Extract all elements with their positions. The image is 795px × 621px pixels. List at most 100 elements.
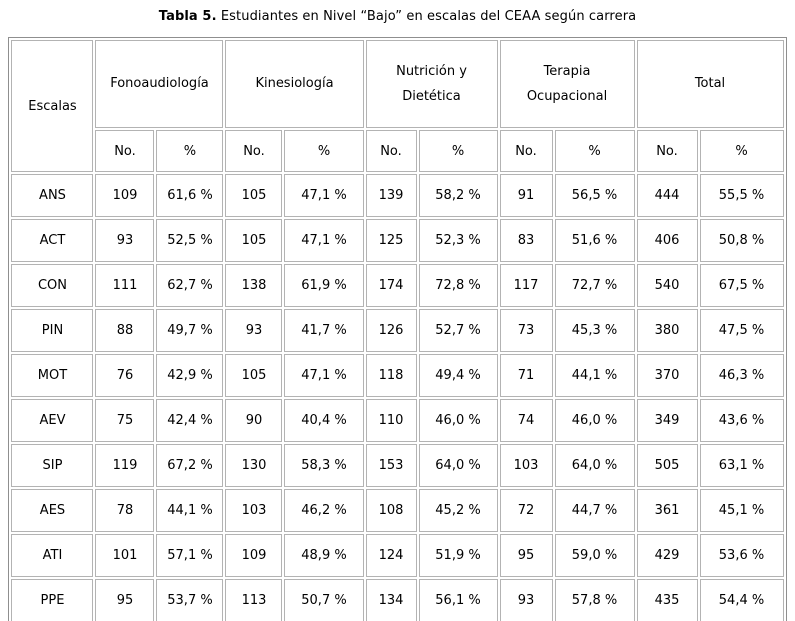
group-header-nutricion-dietetica: Nutrición y Dietética: [365, 40, 498, 128]
count-cell: 75: [95, 399, 155, 442]
percent-cell: 52,3 %: [418, 219, 498, 262]
count-cell: 88: [95, 309, 155, 352]
scale-label-cell: ACT: [11, 219, 94, 262]
count-cell: 406: [636, 219, 698, 262]
count-cell: 91: [499, 174, 553, 217]
scale-label-cell: PIN: [11, 309, 94, 352]
percent-cell: 52,7 %: [418, 309, 498, 352]
table-caption-text: Estudiantes en Nivel “Bajo” en escalas d…: [216, 9, 637, 24]
table-caption: Tabla 5. Estudiantes en Nivel “Bajo” en …: [0, 0, 795, 24]
percent-cell: 49,4 %: [418, 354, 498, 397]
subheader-no: No.: [365, 130, 417, 172]
count-cell: 125: [365, 219, 417, 262]
percent-cell: 46,3 %: [699, 354, 784, 397]
table-row: MOT 76 42,9 % 105 47,1 % 118 49,4 % 71 44,1 % 370…: [11, 354, 784, 397]
subheader-pct: %: [699, 130, 784, 172]
table-caption-number: Tabla 5.: [158, 9, 217, 24]
count-cell: 174: [365, 264, 417, 307]
group-header-row: Escalas Fonoaudiología Kinesiología Nutr…: [11, 40, 784, 172]
table-body: ANS 109 61,6 % 105 47,1 % 139 58,2 % 91 56,5 % 44…: [11, 174, 784, 621]
percent-cell: 63,1 %: [699, 444, 784, 487]
count-cell: 117: [499, 264, 553, 307]
percent-cell: 64,0 %: [554, 444, 635, 487]
percent-cell: 57,1 %: [156, 534, 224, 577]
percent-cell: 44,7 %: [554, 489, 635, 532]
count-cell: 540: [636, 264, 698, 307]
count-cell: 111: [95, 264, 155, 307]
percent-cell: 44,1 %: [554, 354, 635, 397]
count-cell: 93: [499, 579, 553, 621]
count-cell: 105: [225, 354, 283, 397]
percent-cell: 58,3 %: [284, 444, 364, 487]
count-cell: 505: [636, 444, 698, 487]
percent-cell: 42,4 %: [156, 399, 224, 442]
percent-cell: 42,9 %: [156, 354, 224, 397]
group-header-terapia-ocupacional: Terapia Ocupacional: [499, 40, 635, 128]
count-cell: 138: [225, 264, 283, 307]
percent-cell: 48,9 %: [284, 534, 364, 577]
count-cell: 110: [365, 399, 417, 442]
subheader-pct: %: [156, 130, 224, 172]
count-cell: 435: [636, 579, 698, 621]
group-header-fonoaudiologia: Fonoaudiología: [95, 40, 224, 128]
subheader-pct: %: [284, 130, 364, 172]
percent-cell: 59,0 %: [554, 534, 635, 577]
scale-label-cell: MOT: [11, 354, 94, 397]
subheader-row: No. % No. % No. % No. % No. %: [11, 130, 784, 172]
count-cell: 103: [499, 444, 553, 487]
percent-cell: 67,5 %: [699, 264, 784, 307]
percent-cell: 51,6 %: [554, 219, 635, 262]
percent-cell: 43,6 %: [699, 399, 784, 442]
count-cell: 105: [225, 174, 283, 217]
scale-label-cell: CON: [11, 264, 94, 307]
percent-cell: 49,7 %: [156, 309, 224, 352]
scale-label-cell: PPE: [11, 579, 94, 621]
scale-label-cell: AES: [11, 489, 94, 532]
percent-cell: 56,1 %: [418, 579, 498, 621]
percent-cell: 47,1 %: [284, 219, 364, 262]
percent-cell: 45,2 %: [418, 489, 498, 532]
table-row: AES 78 44,1 % 103 46,2 % 108 45,2 % 72 44,7 % 361…: [11, 489, 784, 532]
percent-cell: 72,7 %: [554, 264, 635, 307]
subheader-no: No.: [636, 130, 698, 172]
count-cell: 126: [365, 309, 417, 352]
percent-cell: 47,5 %: [699, 309, 784, 352]
percent-cell: 62,7 %: [156, 264, 224, 307]
percent-cell: 53,7 %: [156, 579, 224, 621]
count-cell: 73: [499, 309, 553, 352]
count-cell: 380: [636, 309, 698, 352]
count-cell: 93: [225, 309, 283, 352]
percent-cell: 41,7 %: [284, 309, 364, 352]
count-cell: 71: [499, 354, 553, 397]
percent-cell: 61,6 %: [156, 174, 224, 217]
table-row: ATI 101 57,1 % 109 48,9 % 124 51,9 % 95 59,0 % 42…: [11, 534, 784, 577]
percent-cell: 56,5 %: [554, 174, 635, 217]
percent-cell: 47,1 %: [284, 174, 364, 217]
table-row: CON 111 62,7 % 138 61,9 % 174 72,8 % 117 72,7 % 5…: [11, 264, 784, 307]
subheader-no: No.: [225, 130, 283, 172]
count-cell: 90: [225, 399, 283, 442]
percent-cell: 47,1 %: [284, 354, 364, 397]
count-cell: 72: [499, 489, 553, 532]
percent-cell: 72,8 %: [418, 264, 498, 307]
percent-cell: 61,9 %: [284, 264, 364, 307]
subheader-pct: %: [418, 130, 498, 172]
count-cell: 113: [225, 579, 283, 621]
table-row: PIN 88 49,7 % 93 41,7 % 126 52,7 % 73 45,3 % 380 4…: [11, 309, 784, 352]
table-row: SIP 119 67,2 % 130 58,3 % 153 64,0 % 103 64,0 % 5…: [11, 444, 784, 487]
percent-cell: 55,5 %: [699, 174, 784, 217]
percent-cell: 46,0 %: [554, 399, 635, 442]
percent-cell: 51,9 %: [418, 534, 498, 577]
count-cell: 109: [225, 534, 283, 577]
count-cell: 103: [225, 489, 283, 532]
count-cell: 108: [365, 489, 417, 532]
percent-cell: 58,2 %: [418, 174, 498, 217]
percent-cell: 50,7 %: [284, 579, 364, 621]
count-cell: 361: [636, 489, 698, 532]
scale-label-cell: ANS: [11, 174, 94, 217]
group-header-total: Total: [636, 40, 784, 128]
count-cell: 124: [365, 534, 417, 577]
group-header-kinesiologia: Kinesiología: [225, 40, 364, 128]
percent-cell: 45,3 %: [554, 309, 635, 352]
